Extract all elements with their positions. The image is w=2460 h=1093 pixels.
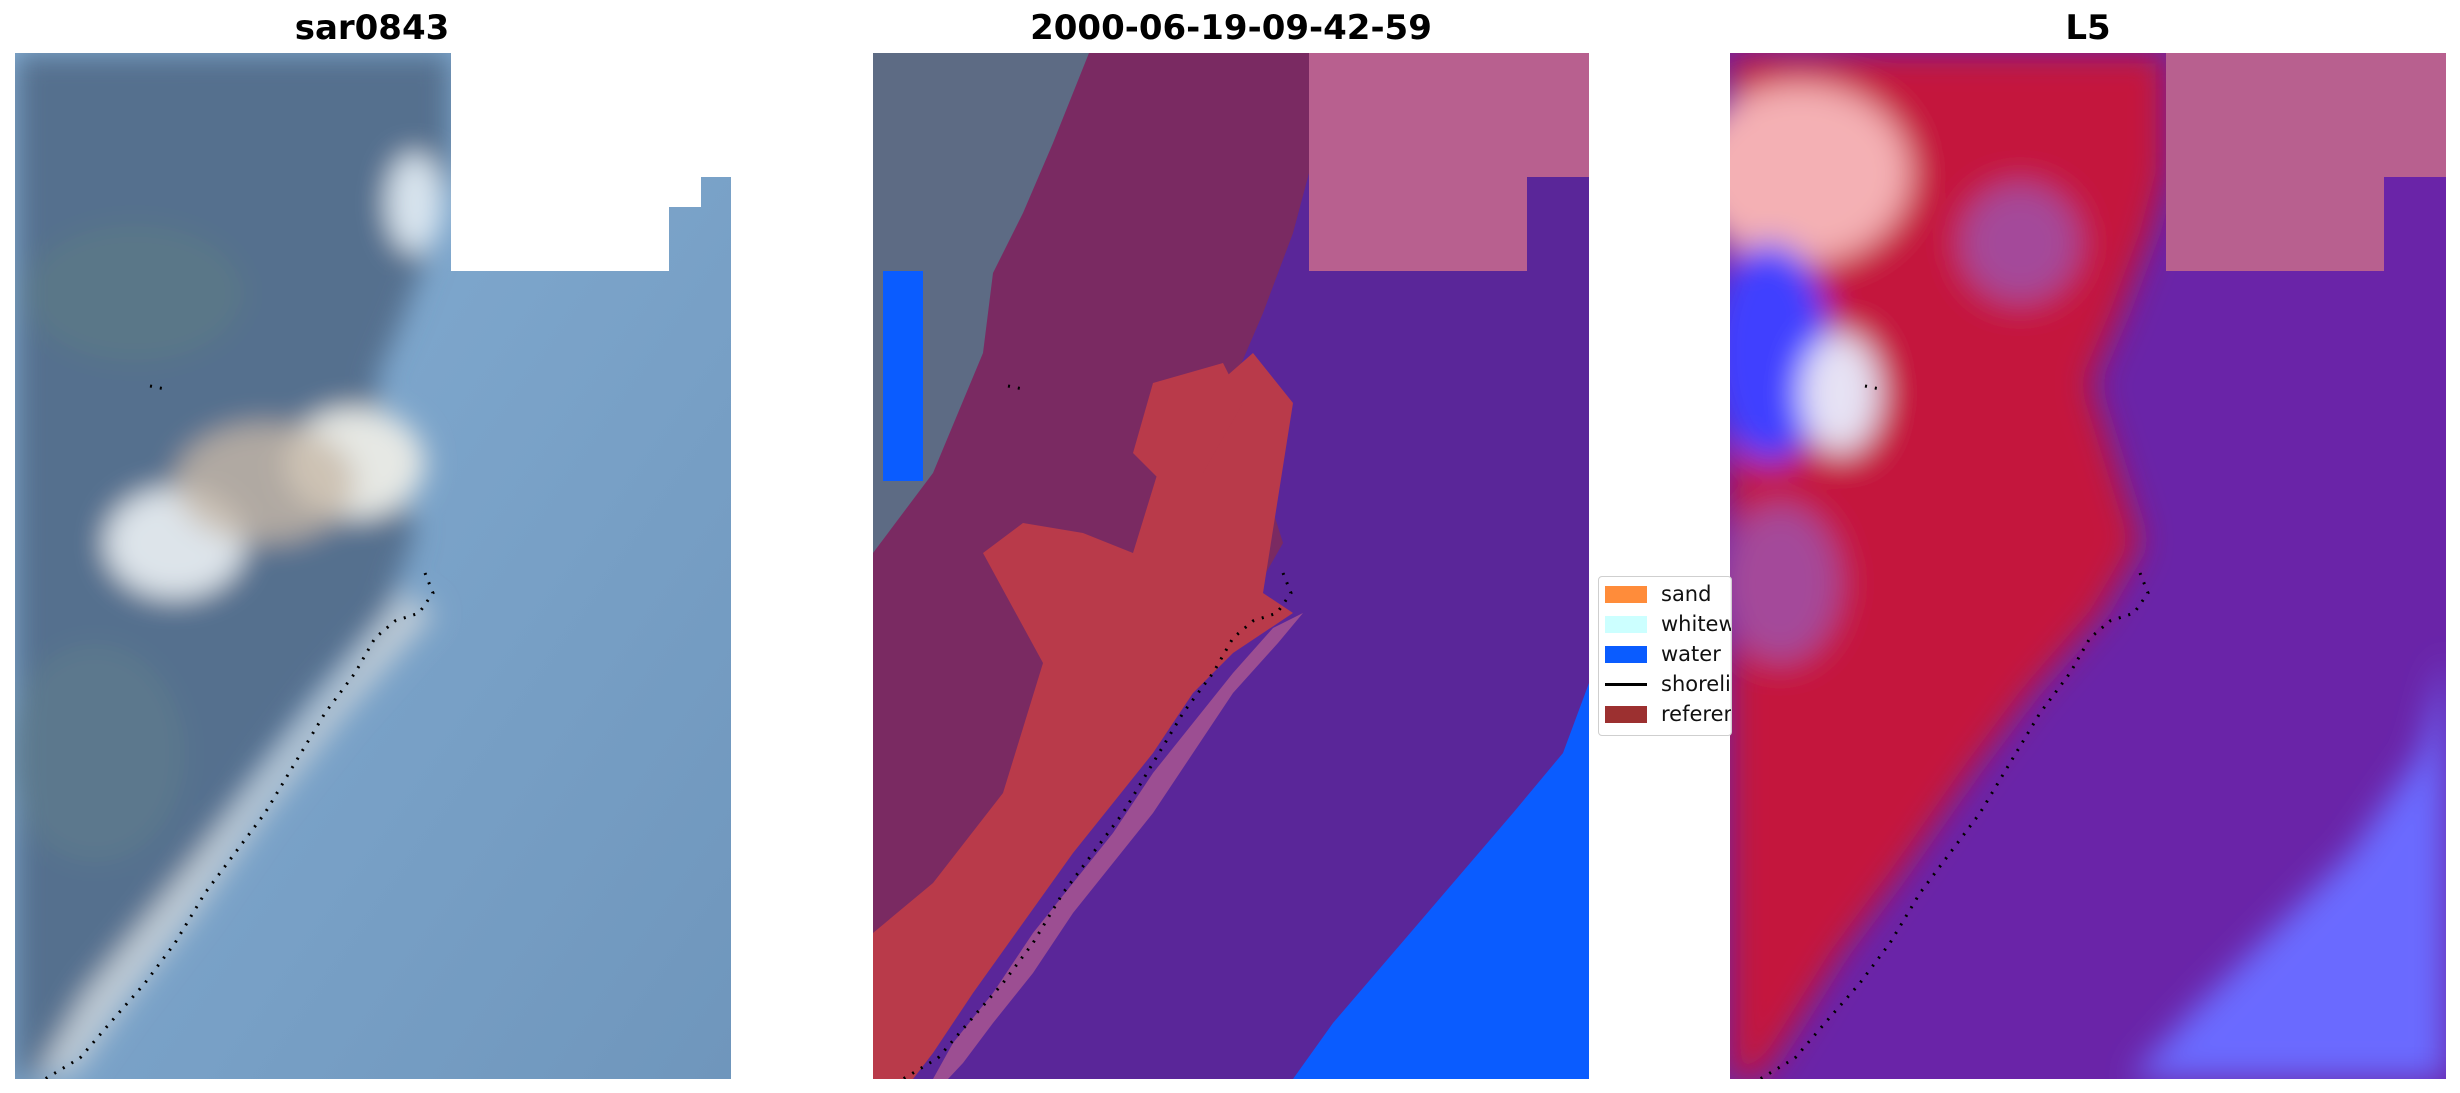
detected-shoreline: [1759, 384, 2150, 1079]
no-data-mask: [451, 53, 731, 271]
class-sand-patch: [1133, 363, 1243, 483]
index-image-panel: [1730, 53, 2446, 1079]
rgb-image-panel: [15, 53, 731, 1079]
index-negative: [1730, 53, 2166, 1079]
reference-buffer: [1309, 53, 1589, 271]
legend-item-water: water: [1605, 639, 1721, 669]
sand-patch: [175, 423, 355, 543]
beach-strip: [35, 593, 435, 1079]
legend-swatch-reference-buffer: [1605, 705, 1647, 723]
green-patch: [25, 223, 245, 363]
legend-swatch-whitewater: [1605, 615, 1647, 633]
legend-line-shoreline: [1605, 682, 1647, 686]
class-water-inland: [883, 271, 923, 481]
class-water-sea: [1293, 683, 1589, 1079]
panel-title-rgb: sar0843: [294, 8, 450, 48]
class-land-grey: [873, 53, 1089, 553]
legend-swatch-sand: [1605, 585, 1647, 603]
panel-title-classified: 2000-06-19-09-42-59: [1030, 8, 1432, 48]
index-pale-patch: [1800, 333, 1880, 453]
index-mauve-patch: [1730, 503, 1840, 663]
legend-label-sand: sand: [1661, 582, 1712, 606]
legend-label-shoreline: shoreline: [1661, 672, 1731, 696]
legend-label-water: water: [1661, 642, 1721, 666]
class-sand: [873, 353, 1293, 1079]
classified-image-panel: [873, 53, 1589, 1079]
index-blue-sea: [2130, 653, 2446, 1079]
legend-item-shoreline: shoreline: [1605, 669, 1731, 699]
detected-shoreline: [902, 384, 1293, 1079]
reference-buffer: [2166, 53, 2446, 271]
legend-item-sand: sand: [1605, 579, 1711, 609]
bright-patch: [387, 153, 443, 253]
buffer-strip: [933, 613, 1303, 1079]
green-patch: [15, 643, 185, 863]
legend-swatch-water: [1605, 645, 1647, 663]
legend-label-reference-buffer: reference shoreline buffer: [1661, 702, 1731, 726]
detected-shoreline: [44, 384, 435, 1079]
legend-item-reference-buffer: reference shoreline buffer: [1605, 699, 1731, 729]
index-mauve-patch: [1960, 183, 2080, 303]
index-pale-patch: [1730, 83, 1910, 263]
panel-title-index: L5: [2065, 8, 2111, 48]
